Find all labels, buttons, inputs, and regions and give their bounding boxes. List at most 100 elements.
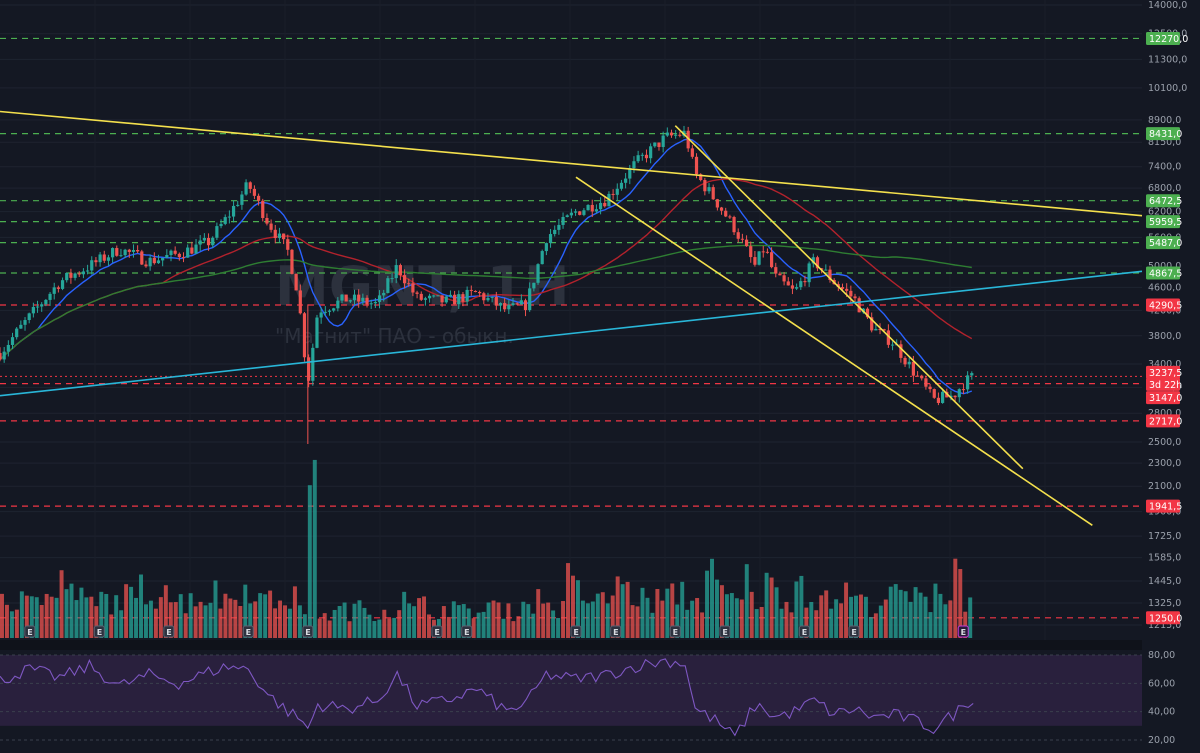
candle-body — [678, 134, 682, 136]
volume-bar — [188, 593, 193, 638]
candle-body — [173, 250, 177, 254]
volume-bar — [754, 609, 759, 638]
candle-body — [44, 299, 48, 305]
volume-bar — [923, 596, 928, 638]
candle-body — [144, 264, 148, 267]
candle-body — [594, 209, 599, 212]
volume-bar — [317, 618, 322, 638]
candle-body — [511, 303, 515, 306]
candle-body — [719, 207, 724, 211]
candle-body — [865, 308, 870, 318]
price-tick-label: 14000,0 — [1148, 0, 1187, 11]
volume-bar — [441, 606, 446, 638]
candle-body — [319, 312, 323, 318]
candle-body — [286, 239, 290, 250]
price-tag — [1146, 127, 1180, 141]
volume-bar — [134, 597, 139, 638]
earnings-marker-label: E — [802, 628, 807, 637]
volume-bar — [660, 600, 665, 638]
candle-body — [236, 204, 240, 206]
volume-bar — [903, 591, 908, 638]
volume-bar — [640, 587, 645, 638]
candle-body — [924, 378, 928, 387]
candle-body — [215, 226, 219, 238]
volume-bar — [471, 618, 476, 638]
candle-body — [920, 375, 924, 379]
volume-bar — [322, 613, 327, 638]
volume-bar — [913, 587, 918, 638]
candle-body — [448, 294, 453, 297]
candle-body — [269, 223, 273, 230]
candle-body — [749, 246, 753, 258]
earnings-marker-label: E — [573, 628, 578, 637]
price-tick-label: 3800,0 — [1148, 331, 1181, 342]
candle-body — [490, 296, 494, 298]
candle-body — [966, 375, 970, 390]
volume-bar — [278, 600, 283, 638]
volume-bar — [486, 602, 491, 638]
volume-bar — [928, 612, 933, 638]
rsi-tick-label: 40,00 — [1148, 707, 1175, 718]
volume-bar — [685, 609, 690, 638]
candle-body — [140, 251, 144, 265]
candle-body — [573, 211, 578, 213]
volume-bar — [814, 610, 819, 638]
candle-body — [953, 395, 957, 398]
volume-bar — [839, 603, 844, 638]
candle-body — [561, 216, 565, 225]
pane-separator[interactable] — [0, 640, 1142, 650]
volume-bar — [397, 610, 402, 638]
volume-bar — [610, 595, 615, 638]
candle-body — [598, 202, 603, 210]
price-tick-label: 2100,0 — [1148, 481, 1181, 492]
volume-bar — [551, 610, 556, 638]
volume-bar — [4, 604, 9, 638]
volume-bar — [104, 593, 109, 638]
volume-bar — [34, 597, 39, 638]
candle-body — [899, 344, 903, 358]
volume-bar — [193, 606, 198, 638]
volume-bar — [456, 605, 461, 638]
volume-bar — [719, 585, 724, 638]
volume-bar — [580, 600, 585, 638]
candle-body — [48, 293, 52, 300]
earnings-marker — [957, 625, 969, 638]
candle-body — [60, 280, 65, 289]
volume-bar — [948, 600, 953, 638]
volume-bar — [273, 608, 278, 638]
trendlines[interactable] — [0, 110, 1143, 526]
volume-bar — [213, 580, 218, 638]
volume-bar — [868, 617, 873, 638]
candle-body — [165, 254, 169, 258]
price-tag — [1146, 499, 1180, 513]
candle-body — [35, 306, 40, 308]
volume-bar — [387, 618, 392, 638]
candle-body — [628, 168, 632, 179]
candle-body — [69, 272, 73, 278]
candle-body — [244, 182, 248, 195]
candle-body — [161, 257, 165, 261]
volume-bar — [99, 591, 104, 638]
volume-bar — [858, 594, 863, 638]
volume-bar — [377, 619, 382, 638]
volume-bar — [590, 601, 595, 638]
volume-bar — [804, 607, 809, 638]
earnings-marker — [163, 625, 175, 638]
candle-body — [603, 202, 607, 207]
volume-bar — [158, 597, 163, 638]
rsi-pane[interactable] — [0, 655, 1142, 726]
volume-bar — [680, 581, 685, 638]
volume-bar — [794, 581, 799, 638]
price-tick-label: 3400,0 — [1148, 359, 1181, 370]
candle-body — [23, 320, 27, 325]
volume-bar — [650, 612, 655, 638]
horizontal-levels[interactable] — [0, 37, 1142, 619]
trendline-long-support — [0, 270, 1143, 397]
price-tick-label: 8150,0 — [1148, 137, 1181, 148]
candle-body — [402, 275, 407, 284]
candle-body — [857, 298, 861, 313]
candle-body — [690, 148, 694, 157]
volume-bar — [446, 616, 451, 638]
